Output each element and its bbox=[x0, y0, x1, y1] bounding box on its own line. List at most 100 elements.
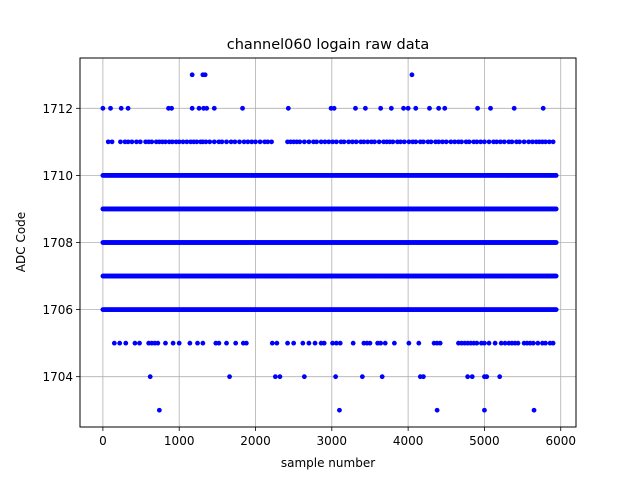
data-point bbox=[330, 340, 335, 346]
data-point bbox=[478, 139, 484, 145]
data-point bbox=[117, 340, 123, 346]
data-point bbox=[543, 340, 548, 346]
data-point bbox=[321, 340, 327, 346]
x-tick-label: 3000 bbox=[317, 434, 348, 448]
data-point bbox=[413, 105, 419, 111]
x-axis-ticks: 0 1000 2000 3000 4000 5000 6000 bbox=[99, 427, 576, 448]
data-point bbox=[105, 139, 111, 145]
data-point bbox=[511, 105, 517, 111]
data-point bbox=[465, 374, 471, 380]
data-point bbox=[301, 139, 307, 145]
data-point bbox=[486, 139, 492, 145]
data-point bbox=[253, 139, 258, 145]
data-point bbox=[416, 340, 422, 346]
data-point bbox=[204, 105, 210, 111]
data-point bbox=[501, 139, 507, 145]
y-tick-label: 1704 bbox=[42, 370, 73, 384]
data-point bbox=[269, 139, 274, 145]
data-point bbox=[540, 105, 546, 111]
data-point bbox=[494, 139, 500, 145]
data-point bbox=[194, 139, 200, 145]
data-point bbox=[108, 105, 113, 111]
data-point bbox=[543, 139, 548, 145]
data-point bbox=[436, 105, 442, 111]
data-point bbox=[388, 105, 394, 111]
data-point bbox=[401, 139, 407, 145]
data-point bbox=[553, 173, 559, 178]
data-point bbox=[187, 340, 193, 346]
data-point bbox=[434, 407, 440, 413]
data-point bbox=[176, 139, 182, 145]
data-point bbox=[353, 105, 358, 111]
data-point bbox=[147, 374, 153, 380]
data-point bbox=[337, 340, 343, 346]
data-point bbox=[553, 307, 559, 312]
x-axis-label: sample number bbox=[281, 456, 375, 470]
data-point bbox=[550, 340, 556, 346]
data-point bbox=[436, 139, 442, 145]
data-point bbox=[156, 407, 162, 413]
data-point bbox=[482, 407, 487, 413]
data-point bbox=[118, 139, 123, 145]
data-point bbox=[322, 139, 328, 145]
data-point bbox=[109, 139, 115, 145]
data-point bbox=[224, 340, 229, 346]
data-point bbox=[233, 340, 239, 346]
data-point bbox=[285, 340, 290, 346]
data-point bbox=[405, 105, 411, 111]
data-point bbox=[137, 139, 143, 145]
data-point bbox=[509, 139, 515, 145]
data-point bbox=[448, 139, 454, 145]
data-point bbox=[202, 72, 208, 78]
y-tick-label: 1706 bbox=[42, 303, 73, 317]
data-point bbox=[466, 139, 472, 145]
data-point bbox=[390, 139, 396, 145]
data-point bbox=[272, 374, 278, 380]
data-point bbox=[530, 139, 535, 145]
data-point bbox=[200, 340, 206, 346]
data-point bbox=[203, 139, 209, 145]
data-point bbox=[333, 139, 339, 145]
data-point bbox=[277, 374, 283, 380]
chart-title: channel060 logain raw data bbox=[227, 37, 429, 53]
data-point bbox=[189, 72, 195, 78]
data-point bbox=[498, 139, 503, 145]
data-point bbox=[497, 374, 503, 380]
data-point bbox=[227, 374, 232, 380]
data-point bbox=[521, 139, 527, 145]
data-point bbox=[245, 139, 251, 145]
data-point bbox=[224, 139, 229, 145]
data-point bbox=[382, 340, 388, 346]
y-tick-label: 1708 bbox=[42, 236, 73, 250]
data-point bbox=[123, 340, 129, 346]
x-tick-label: 1000 bbox=[164, 434, 195, 448]
data-point bbox=[118, 105, 124, 111]
data-point bbox=[134, 139, 139, 145]
data-point bbox=[442, 105, 448, 111]
data-point bbox=[129, 139, 135, 145]
data-point bbox=[361, 139, 367, 145]
x-tick-label: 4000 bbox=[393, 434, 424, 448]
data-point bbox=[420, 374, 426, 380]
data-point bbox=[306, 139, 312, 145]
data-point bbox=[437, 340, 443, 346]
data-point bbox=[333, 374, 339, 380]
data-point bbox=[469, 374, 475, 380]
data-point bbox=[241, 139, 247, 145]
data-point bbox=[492, 340, 498, 346]
data-point bbox=[535, 340, 541, 346]
data-point bbox=[482, 139, 487, 145]
data-point bbox=[169, 105, 174, 111]
data-point bbox=[365, 139, 371, 145]
data-point bbox=[413, 139, 419, 145]
data-point bbox=[531, 407, 537, 413]
data-point bbox=[428, 139, 434, 145]
data-point bbox=[237, 139, 242, 145]
data-point bbox=[257, 139, 263, 145]
y-tick-label: 1710 bbox=[42, 169, 73, 183]
data-point bbox=[409, 72, 415, 78]
data-point bbox=[312, 340, 318, 346]
data-point bbox=[137, 340, 142, 346]
data-point bbox=[484, 374, 490, 380]
